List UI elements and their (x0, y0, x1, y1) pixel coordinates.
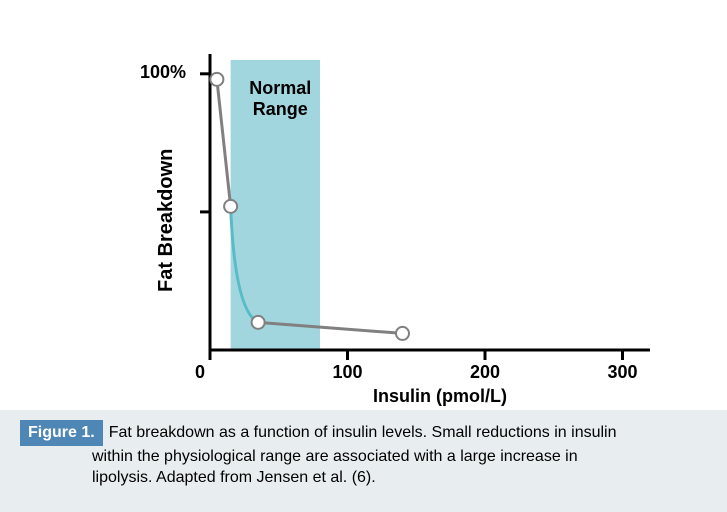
caption-text: Figure 1. Fat breakdown as a function of … (20, 420, 707, 489)
x-tick-label: 200 (470, 362, 500, 383)
caption-line-3: lipolysis. Adapted from Jensen et al. (6… (20, 467, 707, 489)
x-axis-label: Insulin (pmol/L) (310, 386, 570, 407)
caption-line-1: Fat breakdown as a function of insulin l… (109, 424, 617, 441)
caption-line-2: within the physiological range are assoc… (20, 446, 707, 468)
caption-bar: Figure 1. Fat breakdown as a function of … (0, 410, 727, 512)
y-axis-label: Fat Breakdown (155, 149, 178, 292)
x-tick-label: 300 (608, 362, 638, 383)
chart-svg (0, 0, 727, 410)
figure-container: Fat Breakdown Insulin (pmol/L) 100% Norm… (0, 0, 727, 512)
figure-tag: Figure 1. (20, 420, 103, 446)
y-tick-100pct: 100% (140, 62, 186, 83)
x-tick-label: 0 (195, 362, 205, 383)
x-tick-label: 100 (333, 362, 363, 383)
chart-area: Fat Breakdown Insulin (pmol/L) 100% Norm… (0, 0, 727, 410)
normal-range-label: NormalRange (235, 78, 325, 120)
